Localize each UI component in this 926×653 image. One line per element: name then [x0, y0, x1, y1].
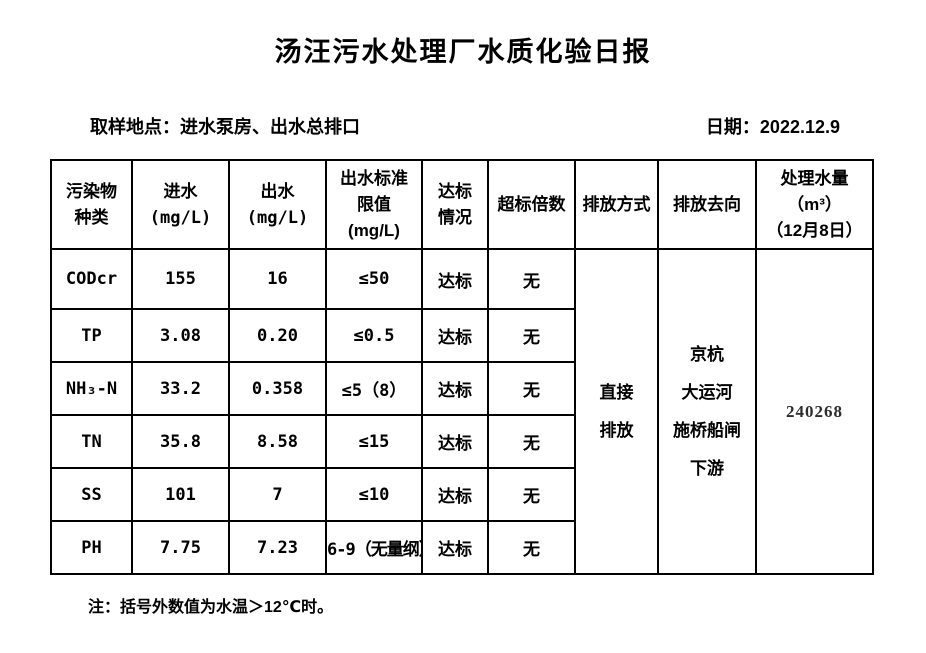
- table-row: SS 101 7 ≤10 达标 无: [50, 467, 873, 522]
- limit-cell: ≤0.5: [325, 308, 423, 363]
- footnote: 注：括号外数值为水温＞12℃时。: [88, 599, 334, 616]
- daily-report-page: { "page": { "title": "汤汪污水处理厂水质化验日报", "s…: [0, 30, 926, 653]
- header-discharge-method: 排放方式: [574, 159, 659, 250]
- report-date-label: 日期：2022.12.9: [705, 117, 840, 137]
- inflow-cell: 33.2: [131, 361, 230, 416]
- header-discharge-destination: 排放去向: [657, 159, 757, 250]
- header-inflow: 进水 (mg/L): [131, 159, 230, 250]
- status-cell: 达标: [421, 414, 489, 469]
- outflow-cell: 0.20: [228, 308, 327, 363]
- pollutant-cell: SS: [50, 467, 133, 522]
- treated-volume-cell: 240268: [755, 248, 874, 575]
- inflow-cell: 7.75: [131, 520, 230, 575]
- outflow-cell: 16: [228, 248, 327, 310]
- header-exceed: 超标倍数: [487, 159, 576, 250]
- exceed-cell: 无: [487, 361, 576, 416]
- header-treated-volume: 处理水量 （m³） （12月8日）: [755, 159, 874, 250]
- discharge-method-cell: 直接 排放: [574, 248, 659, 575]
- status-cell: 达标: [421, 520, 489, 575]
- exceed-cell: 无: [487, 248, 576, 310]
- inflow-cell: 35.8: [131, 414, 230, 469]
- inflow-cell: 155: [131, 248, 230, 310]
- water-quality-table: 污染物 种类 进水 (mg/L) 出水 (mg/L) 出水标准 限值 (mg/L…: [50, 159, 874, 575]
- status-cell: 达标: [421, 248, 489, 310]
- header-pollutant: 污染物 种类: [50, 159, 133, 250]
- table-row: NH₃-N 33.2 0.358 ≤5（8） 达标 无: [50, 361, 873, 416]
- table-row: CODcr 155 16 ≤50 达标 无 直接 排放 京杭 大运河 施桥船闸 …: [50, 248, 874, 575]
- limit-cell: ≤5（8）: [325, 361, 423, 416]
- page-title: 汤汪污水处理厂水质化验日报: [274, 37, 652, 67]
- pollutant-cell: PH: [50, 520, 133, 575]
- header-status: 达标 情况: [421, 159, 489, 250]
- exceed-cell: 无: [487, 467, 576, 522]
- pollutant-cell: TP: [50, 308, 133, 363]
- exceed-cell: 无: [487, 414, 576, 469]
- outflow-cell: 8.58: [228, 414, 327, 469]
- outflow-cell: 7: [228, 467, 327, 522]
- limit-cell: ≤10: [325, 467, 423, 522]
- discharge-destination-cell: 京杭 大运河 施桥船闸 下游: [657, 248, 757, 575]
- header-outflow: 出水 (mg/L): [228, 159, 327, 250]
- table-row: TP 3.08 0.20 ≤0.5 达标 无: [50, 308, 873, 363]
- limit-cell: ≤50: [325, 248, 423, 310]
- limit-cell: 6-9（无量纲）: [325, 520, 423, 575]
- outflow-cell: 7.23: [228, 520, 327, 575]
- header-limit: 出水标准 限值 (mg/L): [325, 159, 423, 250]
- limit-cell: ≤15: [325, 414, 423, 469]
- table-row: TN 35.8 8.58 ≤15 达标 无: [50, 414, 873, 469]
- inflow-cell: 3.08: [131, 308, 230, 363]
- inflow-cell: 101: [131, 467, 230, 522]
- pollutant-cell: CODcr: [50, 248, 133, 310]
- status-cell: 达标: [421, 308, 489, 363]
- status-cell: 达标: [421, 361, 489, 416]
- pollutant-cell: NH₃-N: [50, 361, 133, 416]
- subheader: 取样地点：进水泵房、出水总排口 日期：2022.12.9: [90, 113, 840, 139]
- table-row: PH 7.75 7.23 6-9（无量纲） 达标 无: [50, 520, 873, 575]
- sampling-location-label: 取样地点：进水泵房、出水总排口: [90, 117, 360, 137]
- exceed-cell: 无: [487, 520, 576, 575]
- status-cell: 达标: [421, 467, 489, 522]
- pollutant-cell: TN: [50, 414, 133, 469]
- header-row: 污染物 种类 进水 (mg/L) 出水 (mg/L) 出水标准 限值 (mg/L…: [50, 159, 874, 250]
- exceed-cell: 无: [487, 308, 576, 363]
- outflow-cell: 0.358: [228, 361, 327, 416]
